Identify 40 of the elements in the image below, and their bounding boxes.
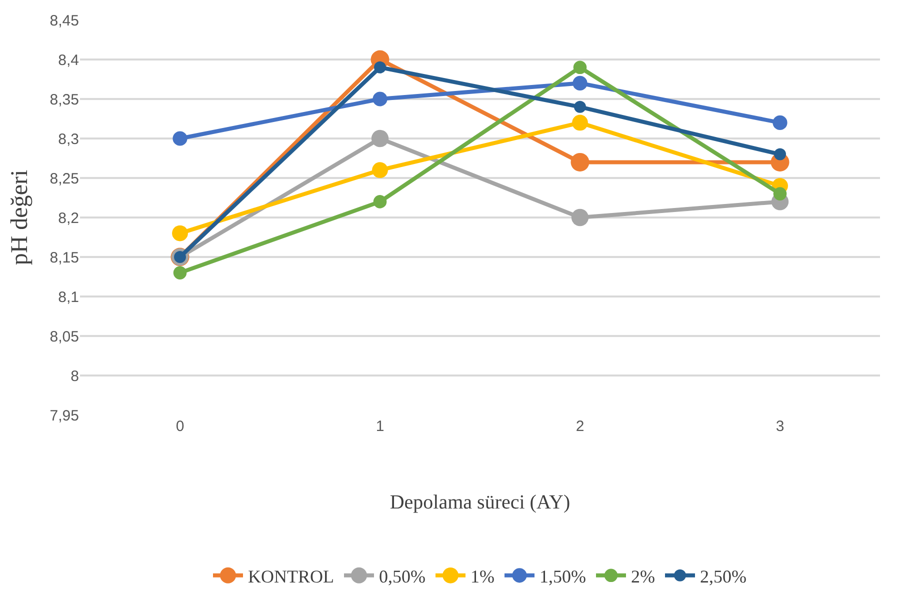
point — [572, 76, 588, 90]
y-tick-label: 8,25 — [50, 170, 79, 188]
legend-label: 2% — [631, 566, 655, 586]
point — [574, 100, 586, 113]
point — [773, 187, 787, 200]
y-tick-label: 8 — [70, 368, 79, 385]
x-tick-label: 2 — [576, 418, 584, 435]
x-tick-label: 0 — [176, 418, 184, 435]
point — [772, 115, 788, 130]
legend-label: 2,50% — [700, 566, 746, 586]
point — [173, 266, 187, 280]
y-tick-label: 8,2 — [58, 210, 79, 227]
point — [572, 114, 588, 131]
y-tick-label: 8,4 — [58, 52, 79, 69]
x-tick-label: 1 — [376, 418, 384, 435]
point — [372, 92, 388, 106]
y-tick-label: 8,15 — [50, 249, 79, 266]
legend-label: KONTROL — [248, 566, 334, 586]
x-axis-title: Depolama süreci (AY) — [390, 492, 570, 514]
point — [570, 152, 590, 172]
point — [172, 225, 188, 242]
y-tick-label: 8,3 — [58, 130, 79, 148]
legend-label: 1,50% — [540, 566, 586, 586]
point — [374, 61, 386, 74]
point — [573, 60, 587, 74]
y-tick-label: 7,95 — [50, 407, 79, 424]
point — [774, 148, 786, 160]
y-tick-label: 8,45 — [50, 12, 79, 30]
y-tick-label: 8,1 — [58, 288, 79, 306]
x-tick-label: 3 — [776, 418, 784, 435]
point — [571, 208, 589, 226]
point — [372, 162, 388, 178]
y-axis-title: pH değeri — [6, 170, 33, 266]
legend-label: 0,50% — [379, 566, 426, 586]
y-tick-label: 8,05 — [50, 328, 79, 346]
point — [373, 195, 387, 208]
point — [371, 130, 389, 148]
y-tick-label: 8,35 — [50, 91, 79, 108]
legend-label: 1% — [470, 566, 494, 586]
point — [172, 131, 188, 146]
